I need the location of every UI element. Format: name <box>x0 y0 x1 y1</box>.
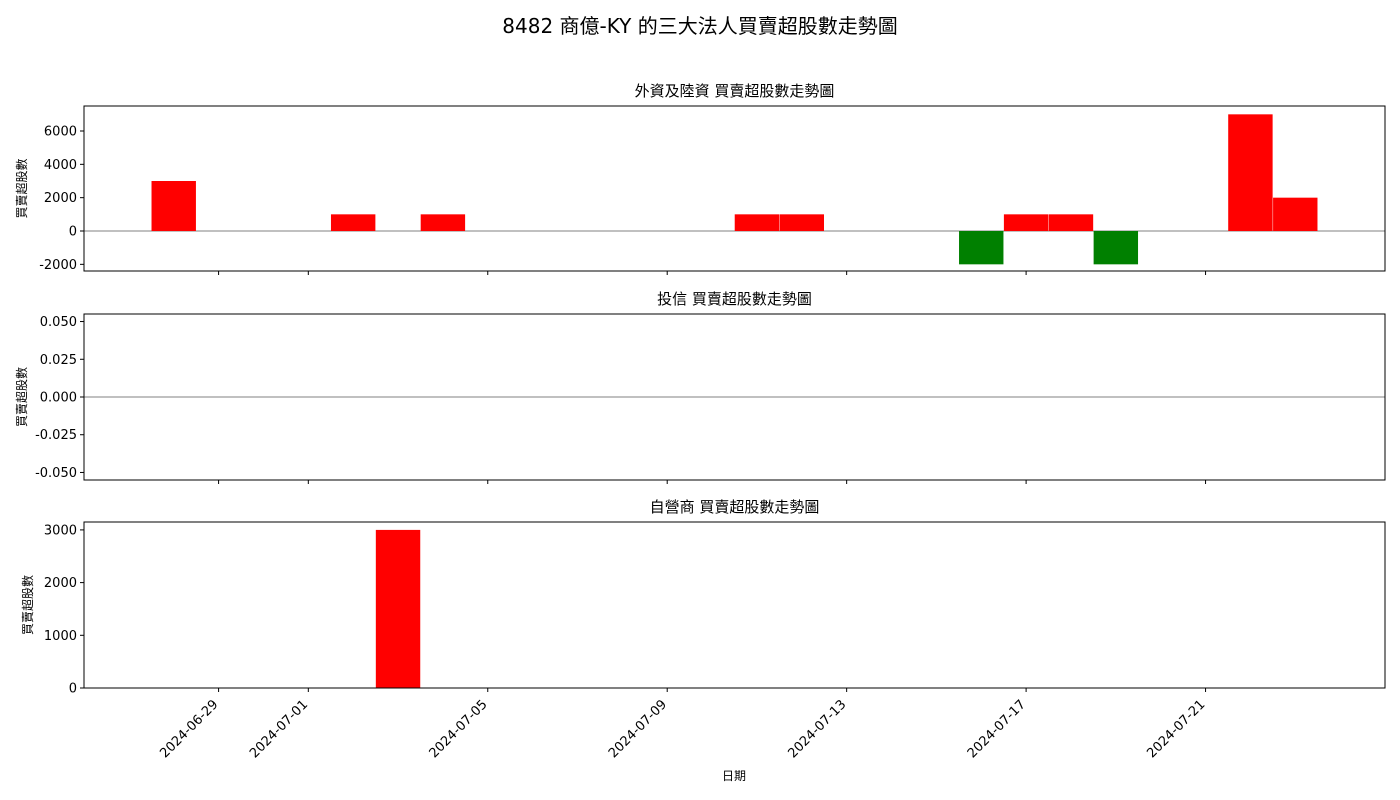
bar <box>375 529 421 688</box>
y-axis-label: 買賣超股數 <box>14 367 29 427</box>
bar <box>734 214 780 231</box>
y-tick-label: 0.025 <box>40 353 77 368</box>
bar <box>1228 114 1273 231</box>
x-axis-label: 日期 <box>722 769 746 783</box>
y-tick-label: 4000 <box>44 158 77 173</box>
panel-title: 外資及陸資 買賣超股數走勢圖 <box>635 82 835 100</box>
bar <box>1093 231 1139 265</box>
bar <box>959 231 1004 265</box>
y-tick-label: 0.000 <box>40 391 77 406</box>
y-tick-label: 2000 <box>44 191 77 206</box>
plot-frame <box>83 313 1386 481</box>
bar <box>1273 197 1318 231</box>
bar <box>420 214 466 231</box>
y-tick-label: 1000 <box>44 629 77 644</box>
chart-suptitle: 8482 商億-KY 的三大法人買賣超股數走勢圖 <box>502 14 897 38</box>
y-axis-label: 買賣超股數 <box>14 158 29 218</box>
y-tick-label: -2000 <box>39 258 77 273</box>
y-tick-label: 3000 <box>44 523 77 538</box>
panel-title: 自營商 買賣超股數走勢圖 <box>650 498 820 516</box>
bar <box>1048 214 1094 231</box>
bar <box>151 181 196 231</box>
plot-frame <box>83 105 1386 272</box>
panel-title: 投信 買賣超股數走勢圖 <box>657 290 812 308</box>
bar <box>1003 214 1049 231</box>
x-tick-label: 2024-07-01 <box>247 697 311 761</box>
x-tick-label: 2024-07-21 <box>1144 697 1208 761</box>
bar <box>779 214 824 231</box>
x-tick-label: 2024-07-13 <box>785 697 849 761</box>
bar <box>330 214 376 231</box>
x-tick-label: 2024-07-05 <box>427 697 491 761</box>
plot-frame <box>83 521 1386 689</box>
x-tick-label: 2024-06-29 <box>157 697 221 761</box>
y-tick-label: 6000 <box>44 125 77 140</box>
y-axis-label: 買賣超股數 <box>20 575 35 635</box>
y-tick-label: -0.050 <box>35 466 77 481</box>
x-tick-label: 2024-07-09 <box>606 697 670 761</box>
y-tick-label: -0.025 <box>35 428 77 443</box>
y-tick-label: 0.050 <box>40 315 77 330</box>
y-tick-label: 2000 <box>44 576 77 591</box>
x-tick-label: 2024-07-17 <box>965 697 1029 761</box>
y-tick-label: 0 <box>69 225 77 240</box>
y-tick-label: 0 <box>69 682 77 697</box>
